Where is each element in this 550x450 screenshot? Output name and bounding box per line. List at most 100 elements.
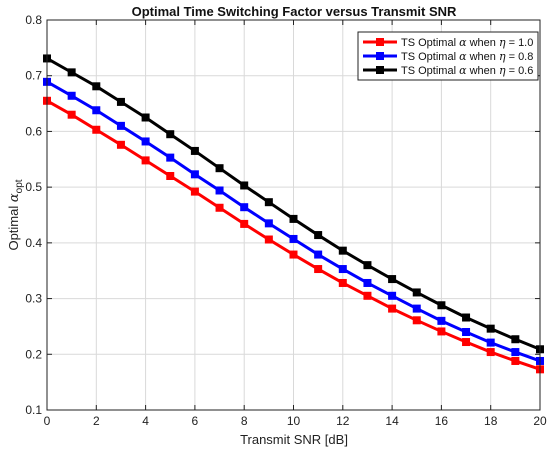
data-point: [462, 313, 471, 322]
data-point: [264, 219, 273, 228]
data-point: [363, 278, 372, 287]
data-point: [67, 110, 76, 119]
data-point: [314, 265, 323, 274]
legend-prefix: TS Optimal: [401, 51, 459, 63]
data-point: [314, 231, 323, 240]
data-point: [486, 338, 495, 347]
data-point: [388, 304, 397, 313]
legend-prefix: TS Optimal: [401, 65, 459, 77]
data-point: [462, 328, 471, 336]
data-point: [264, 198, 273, 207]
y-axis-label-subscript: opt: [14, 179, 25, 193]
x-tick-label: 14: [385, 414, 399, 428]
data-point: [338, 246, 347, 255]
legend-label: TS Optimal α when η = 1.0: [401, 36, 533, 49]
legend-eta: η: [499, 64, 506, 77]
data-point: [363, 291, 372, 300]
series-layer: [43, 54, 544, 374]
data-point: [511, 356, 520, 365]
y-tick-label: 0.7: [25, 69, 42, 83]
x-tick-label: 16: [435, 414, 449, 428]
legend-entry: TS Optimal α when η = 0.6: [363, 64, 533, 77]
legend-alpha: α: [459, 36, 467, 49]
legend-value: = 0.8: [506, 51, 534, 63]
x-tick-label: 20: [533, 414, 547, 428]
data-point: [190, 146, 199, 155]
legend: TS Optimal α when η = 1.0 TS Optimal α w…: [357, 31, 539, 81]
data-point: [67, 91, 76, 100]
legend-marker: [376, 66, 384, 74]
data-point: [240, 219, 249, 228]
data-point: [92, 82, 101, 91]
legend-eta: η: [499, 36, 506, 49]
data-point: [166, 130, 175, 139]
chart-title: Optimal Time Switching Factor versus Tra…: [132, 4, 457, 19]
legend-mid: when: [467, 65, 499, 77]
x-tick-label: 6: [192, 414, 199, 428]
x-tick-label: 12: [336, 414, 350, 428]
data-point: [215, 164, 224, 173]
x-tick-label: 2: [93, 414, 100, 428]
y-axis-label-alpha: α: [7, 193, 22, 202]
data-point: [141, 156, 150, 165]
data-point: [166, 172, 175, 180]
data-point: [190, 187, 199, 196]
data-point: [412, 288, 421, 297]
legend-entry: TS Optimal α when η = 0.8: [363, 50, 533, 63]
data-point: [116, 140, 125, 149]
legend-alpha: α: [459, 64, 467, 77]
data-point: [264, 235, 273, 244]
data-point: [190, 170, 199, 179]
tick-layer: 0 2 4 6 8 10 12 14 16 18 20 0.1 0.2 0.3 0.4 0.5 0.6 0.7 0.…: [25, 13, 547, 428]
data-point: [437, 316, 446, 325]
y-tick-label: 0.5: [25, 180, 42, 194]
data-point: [116, 97, 125, 106]
legend-prefix: TS Optimal: [401, 37, 459, 49]
data-point: [67, 68, 76, 77]
legend-value: = 1.0: [506, 37, 534, 49]
data-point: [486, 324, 495, 333]
data-point: [511, 335, 520, 344]
legend-marker: [376, 52, 384, 60]
x-axis-label: Transmit SNR [dB]: [240, 432, 348, 447]
legend-mid: when: [467, 51, 499, 63]
data-point: [92, 125, 101, 134]
data-point: [166, 153, 175, 162]
y-axis-label: Optimal αopt: [6, 179, 25, 250]
data-point: [215, 203, 224, 212]
x-tick-label: 4: [142, 414, 149, 428]
data-point: [289, 234, 298, 243]
x-tick-label: 0: [44, 414, 51, 428]
data-point: [511, 348, 520, 357]
data-point: [92, 106, 101, 115]
y-tick-label: 0.1: [25, 403, 42, 417]
data-point: [338, 278, 347, 287]
legend-marker: [376, 38, 384, 46]
data-point: [215, 186, 224, 195]
data-point: [412, 304, 421, 313]
y-axis-label-text: Optimal: [6, 202, 21, 250]
y-tick-label: 0.2: [25, 347, 42, 361]
data-point: [412, 316, 421, 325]
data-point: [141, 113, 150, 122]
data-point: [437, 301, 446, 310]
data-point: [289, 250, 298, 259]
data-point: [240, 181, 249, 190]
x-tick-label: 10: [287, 414, 301, 428]
y-tick-label: 0.3: [25, 292, 42, 306]
data-point: [437, 327, 446, 336]
data-point: [388, 291, 397, 300]
legend-mid: when: [467, 37, 499, 49]
legend-eta: η: [499, 50, 506, 63]
x-tick-label: 8: [241, 414, 248, 428]
y-tick-label: 0.6: [25, 124, 42, 138]
data-point: [116, 121, 125, 130]
data-point: [338, 265, 347, 274]
legend-label: TS Optimal α when η = 0.6: [401, 64, 533, 77]
data-point: [388, 275, 397, 284]
data-point: [462, 338, 471, 347]
x-tick-label: 18: [484, 414, 498, 428]
data-point: [314, 250, 323, 259]
data-point: [289, 214, 298, 223]
